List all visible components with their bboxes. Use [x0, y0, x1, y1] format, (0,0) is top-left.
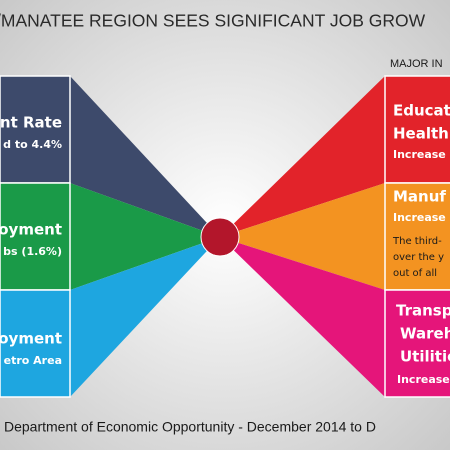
- panel-text: etro Area: [4, 354, 62, 367]
- panel-text: d to 4.4%: [3, 138, 62, 151]
- title: /MANATEE REGION SEES SIGNIFICANT JOB GRO…: [0, 11, 426, 31]
- funnel: [70, 76, 220, 237]
- panel-text: Utilitie: [400, 348, 450, 366]
- panel: [0, 289, 71, 398]
- panel-text: Increase: [393, 148, 446, 161]
- panel-text: Transp: [396, 302, 450, 320]
- panel-text: Manuf: [393, 188, 446, 206]
- panel-text: nt Rate: [0, 114, 62, 132]
- panel: [384, 289, 450, 398]
- funnel: [70, 183, 220, 290]
- panel-text: Educat: [393, 102, 450, 120]
- panel: [384, 182, 450, 291]
- panel-text: Increase: [397, 373, 450, 386]
- panel-note: over the y: [393, 252, 444, 263]
- right-heading: MAJOR IN: [390, 58, 443, 70]
- funnel: [220, 76, 385, 237]
- footer-source: Department of Economic Opportunity - Dec…: [4, 419, 376, 435]
- funnel: [70, 237, 220, 397]
- center-circle: [200, 217, 240, 257]
- panel-text: Health: [393, 125, 449, 143]
- panel-note: out of all: [393, 268, 437, 279]
- panel-note: The third-: [392, 236, 442, 247]
- panel-text: oyment: [0, 330, 62, 348]
- panel: [384, 75, 450, 184]
- panel-text: oyment: [0, 221, 62, 239]
- funnel: [220, 183, 385, 290]
- panel-text: Wareh: [400, 325, 450, 343]
- panel-text: Increase: [393, 211, 446, 224]
- panel-text: bs (1.6%): [3, 245, 62, 258]
- panel: [0, 182, 71, 291]
- funnel: [220, 237, 385, 397]
